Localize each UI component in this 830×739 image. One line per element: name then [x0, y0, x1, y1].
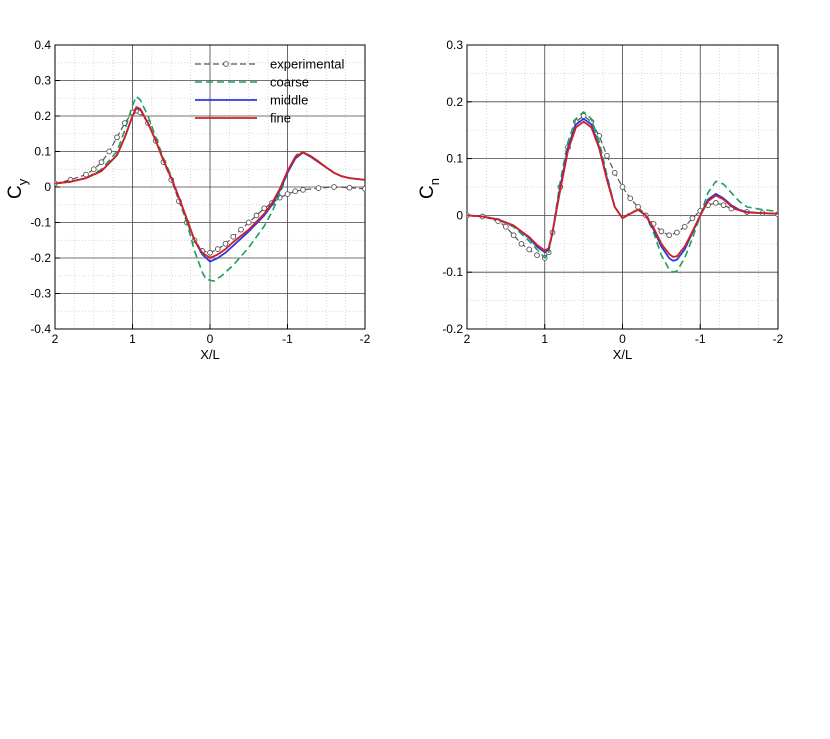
- chart2-y-axis-label-main: C: [417, 185, 438, 199]
- chart1-y-tick-label: 0.1: [34, 145, 51, 159]
- chart2-x-tick-label: 1: [541, 332, 548, 346]
- chart1-experimental-point: [98, 159, 105, 166]
- chart1-y-tick-label: 0.2: [34, 109, 51, 123]
- chart2-y-tick-label: -0.2: [442, 322, 463, 336]
- legend-marker-experimental: [223, 61, 229, 67]
- chart1-experimental-point: [83, 171, 89, 178]
- chart1-experimental-point: [253, 212, 260, 219]
- chart2-y-tick-label: 0.3: [446, 38, 463, 52]
- chart2-x-tick-label: -2: [773, 332, 784, 346]
- chart1-experimental-point: [346, 184, 353, 191]
- cy-chart: 2 1 0 -1 -2 -0.4 -0.3 -0.2 -0.1 0 0.1 0.2 0.3 0.4 X/L C…: [5, 38, 371, 362]
- chart2-series-fine: [467, 120, 778, 258]
- chart2-y-tick-label: 0: [456, 208, 463, 222]
- chart2-experimental-point: [604, 152, 610, 159]
- chart1-y-tick-label: 0.3: [34, 74, 51, 88]
- chart1-series-fine: [55, 106, 365, 259]
- chart1-x-tick-label: -1: [282, 332, 293, 346]
- chart1-y-axis-label: Cy: [5, 178, 30, 199]
- chart1-experimental-point: [300, 186, 306, 193]
- chart1-y-axis-label-main: C: [5, 185, 26, 199]
- chart1-x-tick-label: -2: [360, 332, 371, 346]
- chart1-y-tick-label: -0.4: [30, 322, 51, 336]
- chart2-experimental-point: [635, 204, 641, 210]
- chart1-experimental-point: [230, 233, 237, 240]
- chart1-experimental-point: [292, 188, 299, 195]
- chart1-y-tick-label: -0.1: [30, 216, 51, 230]
- legend-label-coarse: coarse: [270, 75, 309, 90]
- chart2-x-tick-label: 2: [464, 332, 471, 346]
- chart1-experimental-point: [238, 226, 244, 233]
- legend-label-fine: fine: [270, 111, 291, 126]
- chart2-series-coarse: [467, 111, 778, 273]
- chart1-x-tick-label: 0: [207, 332, 214, 346]
- chart1-y-tick-label: -0.2: [30, 251, 51, 265]
- chart2-experimental-point: [510, 232, 517, 239]
- chart1-experimental-point: [222, 240, 229, 247]
- chart1-legend: experimental coarse middle fine: [195, 57, 345, 126]
- chart2-experimental-point: [534, 252, 540, 259]
- chart2-x-tick-label: -1: [695, 332, 706, 346]
- chart1-experimental-point: [207, 249, 213, 256]
- chart1-experimental-point: [331, 184, 337, 190]
- chart2-y-tick-label: 0.2: [446, 95, 463, 109]
- chart2-experimental-point: [720, 202, 727, 209]
- chart1-experimental-point: [284, 191, 291, 197]
- chart1-x-axis-label: X/L: [200, 347, 220, 362]
- chart1-experimental-point: [362, 185, 365, 192]
- chart1-x-tick-label: 1: [129, 332, 136, 346]
- chart2-y-axis-label: Cn: [417, 178, 442, 199]
- chart1-experimental-point: [114, 134, 120, 141]
- chart1-experimental-point: [214, 246, 221, 252]
- chart2-experimental-point: [611, 169, 618, 176]
- legend-label-middle: middle: [270, 93, 308, 108]
- chart1-y-tick-label: 0: [44, 180, 51, 194]
- chart2-x-tick-label: 0: [619, 332, 626, 346]
- legend-label-experimental: experimental: [270, 57, 345, 72]
- chart2-experimental-point: [666, 232, 673, 239]
- chart1-experimental-point: [90, 166, 97, 173]
- chart2-experimental-point: [503, 223, 509, 230]
- chart2-experimental-point: [518, 240, 525, 247]
- chart1-x-tick-label: 2: [52, 332, 59, 346]
- chart2-experimental-point: [712, 200, 719, 206]
- chart1-experimental-point: [245, 219, 252, 226]
- cn-chart: 2 1 0 -1 -2 -0.2 -0.1 0 0.1 0.2 0.3 X/L Cn: [417, 38, 784, 362]
- chart2-experimental-point: [674, 229, 680, 236]
- chart1-y-tick-label: -0.3: [30, 287, 51, 301]
- chart1-y-tick-label: 0.4: [34, 38, 51, 52]
- chart2-y-tick-label: -0.1: [442, 265, 463, 279]
- chart1-experimental-point: [106, 148, 113, 155]
- chart2-experimental-point: [526, 246, 533, 253]
- chart2-experimental-point: [658, 228, 665, 235]
- chart2-y-tick-label: 0.1: [446, 152, 463, 166]
- chart1-experimental-point: [261, 205, 268, 212]
- chart2-x-axis-label: X/L: [613, 347, 633, 362]
- chart2-y-axis-label-sub: n: [427, 178, 442, 185]
- chart2-experimental-point: [627, 195, 634, 202]
- chart2-experimental-point: [681, 223, 688, 230]
- chart2-series-group: [467, 111, 778, 273]
- chart2-experimental-point: [689, 215, 696, 222]
- chart2-experimental-point: [619, 184, 626, 190]
- chart1-series-group: [55, 95, 365, 282]
- chart1-experimental-point: [315, 185, 322, 191]
- chart1-y-axis-label-sub: y: [15, 178, 30, 185]
